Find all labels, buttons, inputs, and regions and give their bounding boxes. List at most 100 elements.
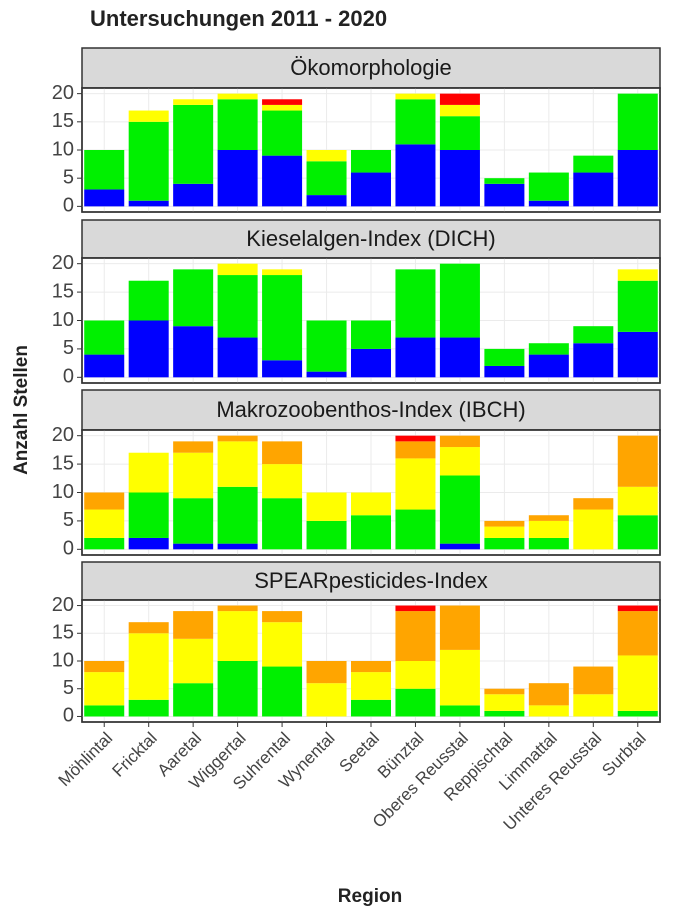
bar-segment: [484, 365, 525, 378]
bar-segment: [350, 150, 392, 173]
bar-segment: [306, 150, 347, 162]
bar-segment: [350, 515, 392, 550]
bar-segment: [439, 337, 480, 378]
bar-segment: [217, 435, 258, 442]
bar-segment: [573, 326, 614, 344]
bar-segment: [84, 189, 125, 207]
bar-segment: [128, 492, 169, 538]
bar-segment: [395, 509, 436, 550]
bar-segment: [306, 492, 347, 521]
y-tick-label: 15: [52, 452, 74, 474]
bar-segment: [128, 200, 169, 207]
facet-strip: [81, 47, 661, 89]
bar-segment: [306, 195, 347, 207]
bar-segment: [306, 371, 347, 378]
y-tick-label: 0: [63, 366, 74, 388]
bar-segment: [528, 520, 569, 538]
y-tick-label: 15: [52, 110, 74, 132]
bar-segment: [350, 672, 392, 700]
bar-segment: [617, 93, 658, 150]
bar-segment: [173, 543, 214, 550]
bar-segment: [84, 509, 125, 538]
bar-segment: [217, 337, 258, 378]
bar-segment: [395, 93, 436, 100]
bar-segment: [395, 661, 436, 689]
bar-segment: [84, 705, 125, 717]
bar-segment: [173, 104, 214, 184]
bar-segment: [573, 509, 614, 550]
bar-segment: [439, 649, 480, 706]
y-tick-label: 10: [52, 138, 74, 160]
bar-segment: [395, 688, 436, 717]
bar-segment: [350, 348, 392, 378]
bar-segment: [173, 441, 214, 453]
bar-segment: [439, 543, 480, 550]
bar-segment: [617, 486, 658, 516]
y-axis-label: Anzahl Stellen: [11, 345, 32, 475]
bar-segment: [484, 694, 525, 711]
x-tick-label: Fricktal: [109, 729, 161, 781]
bar-segment: [173, 638, 214, 684]
bar-segment: [217, 661, 258, 717]
bar-segment: [306, 661, 347, 684]
panel-border: [81, 87, 661, 213]
facet-title: Ökomorphologie: [290, 55, 451, 80]
bar-segment: [217, 99, 258, 150]
bar-segment: [528, 705, 569, 717]
bar-segment: [262, 360, 303, 378]
bar-segment: [217, 605, 258, 612]
panel-border: [81, 429, 661, 556]
y-tick-label: 15: [52, 280, 74, 302]
bar-segment: [128, 280, 169, 321]
bar-segment: [484, 183, 525, 207]
bar-segment: [350, 699, 392, 717]
bar-segment: [439, 150, 480, 207]
bar-segment: [617, 611, 658, 656]
bar-segment: [84, 150, 125, 190]
bar-segment: [262, 622, 303, 667]
x-axis-label: Region: [338, 886, 402, 907]
y-tick-label: 10: [52, 481, 74, 503]
bar-segment: [84, 354, 125, 378]
bar-segment: [350, 172, 392, 207]
bar-segment: [395, 99, 436, 145]
bar-segment: [262, 464, 303, 499]
bar-segment: [484, 537, 525, 550]
x-tick-label: Surbtal: [598, 729, 650, 781]
bar-segment: [84, 661, 125, 673]
y-tick-label: 20: [52, 252, 74, 274]
bar-segment: [173, 99, 214, 105]
bar-segment: [217, 150, 258, 207]
bar-segment: [528, 683, 569, 706]
y-tick-label: 20: [52, 424, 74, 446]
bar-segment: [128, 537, 169, 550]
bar-segment: [217, 275, 258, 338]
bar-segment: [128, 452, 169, 493]
bar-segment: [306, 683, 347, 717]
bar-segment: [262, 441, 303, 465]
bar-segment: [573, 666, 614, 695]
y-tick-label: 20: [52, 594, 74, 616]
bar-segment: [262, 666, 303, 717]
y-tick-label: 10: [52, 649, 74, 671]
bar-segment: [395, 458, 436, 510]
bar-segment: [439, 93, 480, 105]
y-tick-label: 5: [63, 509, 74, 531]
bar-segment: [128, 320, 169, 378]
bar-segment: [617, 331, 658, 378]
bar-segment: [173, 498, 214, 544]
bar-segment: [217, 543, 258, 550]
bar-segment: [395, 337, 436, 378]
bar-segment: [617, 710, 658, 717]
y-tick-label: 0: [63, 195, 74, 217]
bar-segment: [617, 150, 658, 207]
facet-title: Kieselalgen-Index (DICH): [246, 226, 495, 251]
bar-segment: [484, 526, 525, 538]
chart-title: Untersuchungen 2011 - 2020: [90, 6, 387, 31]
bar-segment: [484, 178, 525, 184]
bar-segment: [262, 104, 303, 111]
bar-segment: [395, 269, 436, 338]
bar-segment: [173, 183, 214, 207]
facet-strip: [81, 219, 661, 259]
